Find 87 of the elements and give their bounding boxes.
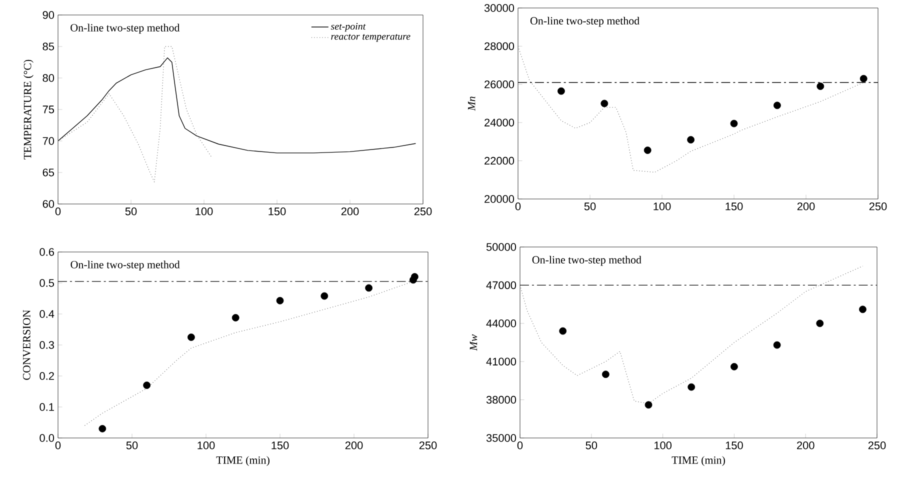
point <box>644 146 652 154</box>
y-tick-label: 0.1 <box>40 403 54 411</box>
y-tick-label: 80 <box>42 74 54 82</box>
point <box>411 273 418 280</box>
x-tick-label: 100 <box>654 442 672 450</box>
point <box>558 87 565 95</box>
x-tick-label: 100 <box>654 202 671 210</box>
y-axis-title: TEMPERATURE (°C) <box>24 60 34 160</box>
point <box>773 341 781 349</box>
y-tick-label: 90 <box>42 11 54 19</box>
x-tick-label: 50 <box>126 442 138 450</box>
x-tick-label: 100 <box>198 442 215 450</box>
y-tick-label: 70 <box>42 137 54 145</box>
point <box>98 425 106 432</box>
point <box>859 306 866 314</box>
point <box>276 296 284 304</box>
x-tick-label: 0 <box>55 442 61 450</box>
x-tick-label: 200 <box>797 442 814 450</box>
x-tick-label: 250 <box>868 442 886 450</box>
point <box>730 362 738 370</box>
point <box>730 120 738 128</box>
point <box>320 292 328 300</box>
y-tick-label: 38000 <box>486 396 516 404</box>
x-tick-label: 150 <box>726 442 743 450</box>
y-tick-label: 47000 <box>486 281 516 290</box>
x-tick-label: 250 <box>414 208 432 216</box>
point <box>688 383 696 391</box>
point <box>860 74 868 82</box>
y-axis-title: Mn <box>468 96 476 111</box>
y-tick-label: 35000 <box>486 434 516 442</box>
y-tick-label: 0.2 <box>40 372 54 380</box>
x-tick-label: 200 <box>797 202 815 210</box>
y-tick-label: 0.6 <box>40 248 54 256</box>
y-tick-label: 0.5 <box>40 279 54 287</box>
point <box>774 102 781 110</box>
x-tick-label: 250 <box>419 442 437 450</box>
x-tick-label: 150 <box>726 202 743 210</box>
y-tick-label: 50000 <box>486 243 516 251</box>
x-tick-label: 200 <box>345 442 363 450</box>
y-tick-label: 85 <box>42 42 54 50</box>
legend-label: set-point <box>330 22 366 32</box>
point <box>365 284 372 292</box>
y-tick-label: 22000 <box>484 156 514 165</box>
y-tick-label: 26000 <box>484 80 514 88</box>
y-tick-label: 75 <box>42 106 54 114</box>
y-tick-label: 0.4 <box>40 310 54 318</box>
legend-label: reactor temperature <box>331 34 410 42</box>
y-tick-label: 24000 <box>484 118 514 126</box>
annotation: On-line two-step method <box>70 260 180 271</box>
annotation: On-line two-step method <box>530 16 640 27</box>
y-tick-label: 65 <box>42 168 54 176</box>
y-tick-label: 60 <box>42 200 54 208</box>
line-series <box>58 46 212 182</box>
x-axis-title: TIME (min) <box>216 456 270 466</box>
y-axis-title: Mw <box>470 334 478 351</box>
x-tick-label: 150 <box>272 442 289 450</box>
x-tick-label: 0 <box>517 442 523 450</box>
x-tick-label: 0 <box>55 208 61 216</box>
point <box>816 320 824 328</box>
y-tick-label: 41000 <box>486 358 516 366</box>
annotation: On-line two-step method <box>532 256 642 266</box>
x-tick-label: 150 <box>268 208 286 216</box>
y-axis-title: CONVERSION <box>23 310 30 380</box>
point <box>816 82 824 90</box>
x-tick-label: 50 <box>125 208 137 216</box>
point <box>602 370 610 378</box>
y-tick-label: 28000 <box>484 42 514 50</box>
x-tick-label: 250 <box>869 202 887 210</box>
point <box>188 334 195 341</box>
x-axis-title: TIME (min) <box>672 456 725 466</box>
point <box>644 401 652 409</box>
x-tick-label: 50 <box>584 202 596 210</box>
y-tick-label: 30000 <box>484 4 514 12</box>
x-tick-label: 100 <box>196 208 213 216</box>
y-tick-label: 0.3 <box>40 341 54 349</box>
x-tick-label: 50 <box>586 442 598 450</box>
point <box>600 100 608 108</box>
x-tick-label: 0 <box>515 202 521 210</box>
y-tick-label: 44000 <box>486 320 516 328</box>
point <box>232 314 240 322</box>
annotation: On-line two-step method <box>70 24 180 34</box>
point <box>143 382 150 389</box>
y-tick-label: 0.0 <box>40 434 54 442</box>
point <box>559 327 567 335</box>
point <box>687 136 694 144</box>
y-tick-label: 20000 <box>484 195 514 203</box>
x-tick-label: 200 <box>341 208 359 216</box>
